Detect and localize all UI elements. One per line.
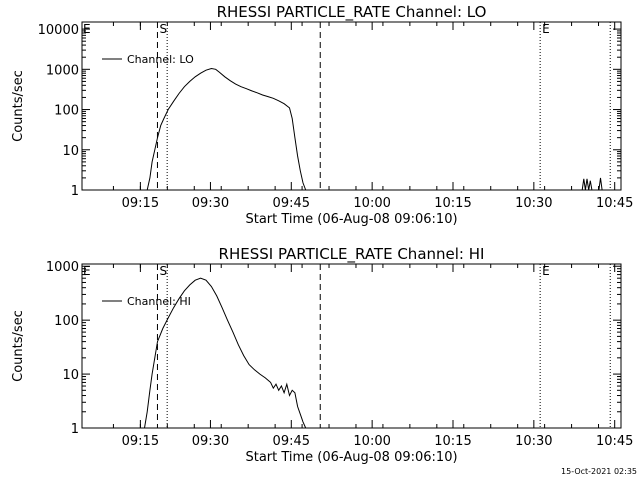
- x-tick-label: 10:30: [515, 196, 552, 211]
- y-tick-label: 100: [54, 314, 79, 329]
- y-tick-label: 10: [62, 368, 79, 383]
- chart-title: RHESSI PARTICLE_RATE Channel: LO: [217, 3, 487, 22]
- footer-timestamp: 15-Oct-2021 02:35: [561, 467, 637, 476]
- x-tick-label: 09:45: [273, 434, 310, 449]
- marker-label: E: [542, 22, 550, 36]
- marker-label: S: [159, 264, 167, 278]
- legend-label: Channel: HI: [127, 295, 191, 308]
- x-tick-label: 10:30: [515, 434, 552, 449]
- legend-label: Channel: LO: [127, 53, 194, 66]
- x-tick-label: 09:45: [273, 196, 310, 211]
- x-tick-label: 09:30: [192, 196, 229, 211]
- x-axis-label: Start Time (06-Aug-08 09:06:10): [245, 450, 457, 465]
- x-tick-label: 10:15: [434, 434, 471, 449]
- chart-panel-2: RHESSI PARTICLE_RATE Channel: HI 1 10 100 10…: [11, 245, 633, 465]
- x-tick-label: 10:00: [353, 196, 390, 211]
- x-tick-label: 10:00: [353, 434, 390, 449]
- corner-label: E: [83, 264, 91, 278]
- chart-title: RHESSI PARTICLE_RATE Channel: HI: [219, 245, 485, 264]
- y-tick-label: 100: [54, 104, 79, 119]
- chart-panel-1: RHESSI PARTICLE_RATE Channel: LO 1 10 100 10…: [11, 3, 633, 227]
- x-tick-label: 09:15: [122, 196, 159, 211]
- y-axis-label: Counts/sec: [11, 310, 26, 382]
- y-tick-label: 1: [71, 422, 79, 437]
- x-tick-label: 09:15: [122, 434, 159, 449]
- y-tick-label: 10000: [38, 23, 79, 38]
- y-tick-label: 1000: [46, 63, 79, 78]
- x-tick-label: 10:45: [596, 434, 633, 449]
- x-tick-label: 10:45: [596, 196, 633, 211]
- marker-label: S: [159, 22, 167, 36]
- y-tick-label: 1: [71, 184, 79, 199]
- y-tick-label: 1000: [46, 260, 79, 275]
- x-tick-label: 09:30: [192, 434, 229, 449]
- series-line-2: [581, 177, 603, 191]
- y-tick-label: 10: [62, 144, 79, 159]
- x-axis-label: Start Time (06-Aug-08 09:06:10): [245, 212, 457, 227]
- series-line-1: [146, 67, 307, 191]
- axis-frame: [81, 21, 622, 191]
- x-tick-label: 10:15: [434, 196, 471, 211]
- marker-label: E: [542, 264, 550, 278]
- y-axis-label: Counts/sec: [11, 70, 26, 142]
- axis-frame: [81, 263, 622, 429]
- series-line-1: [144, 277, 307, 429]
- corner-label: E: [83, 22, 91, 36]
